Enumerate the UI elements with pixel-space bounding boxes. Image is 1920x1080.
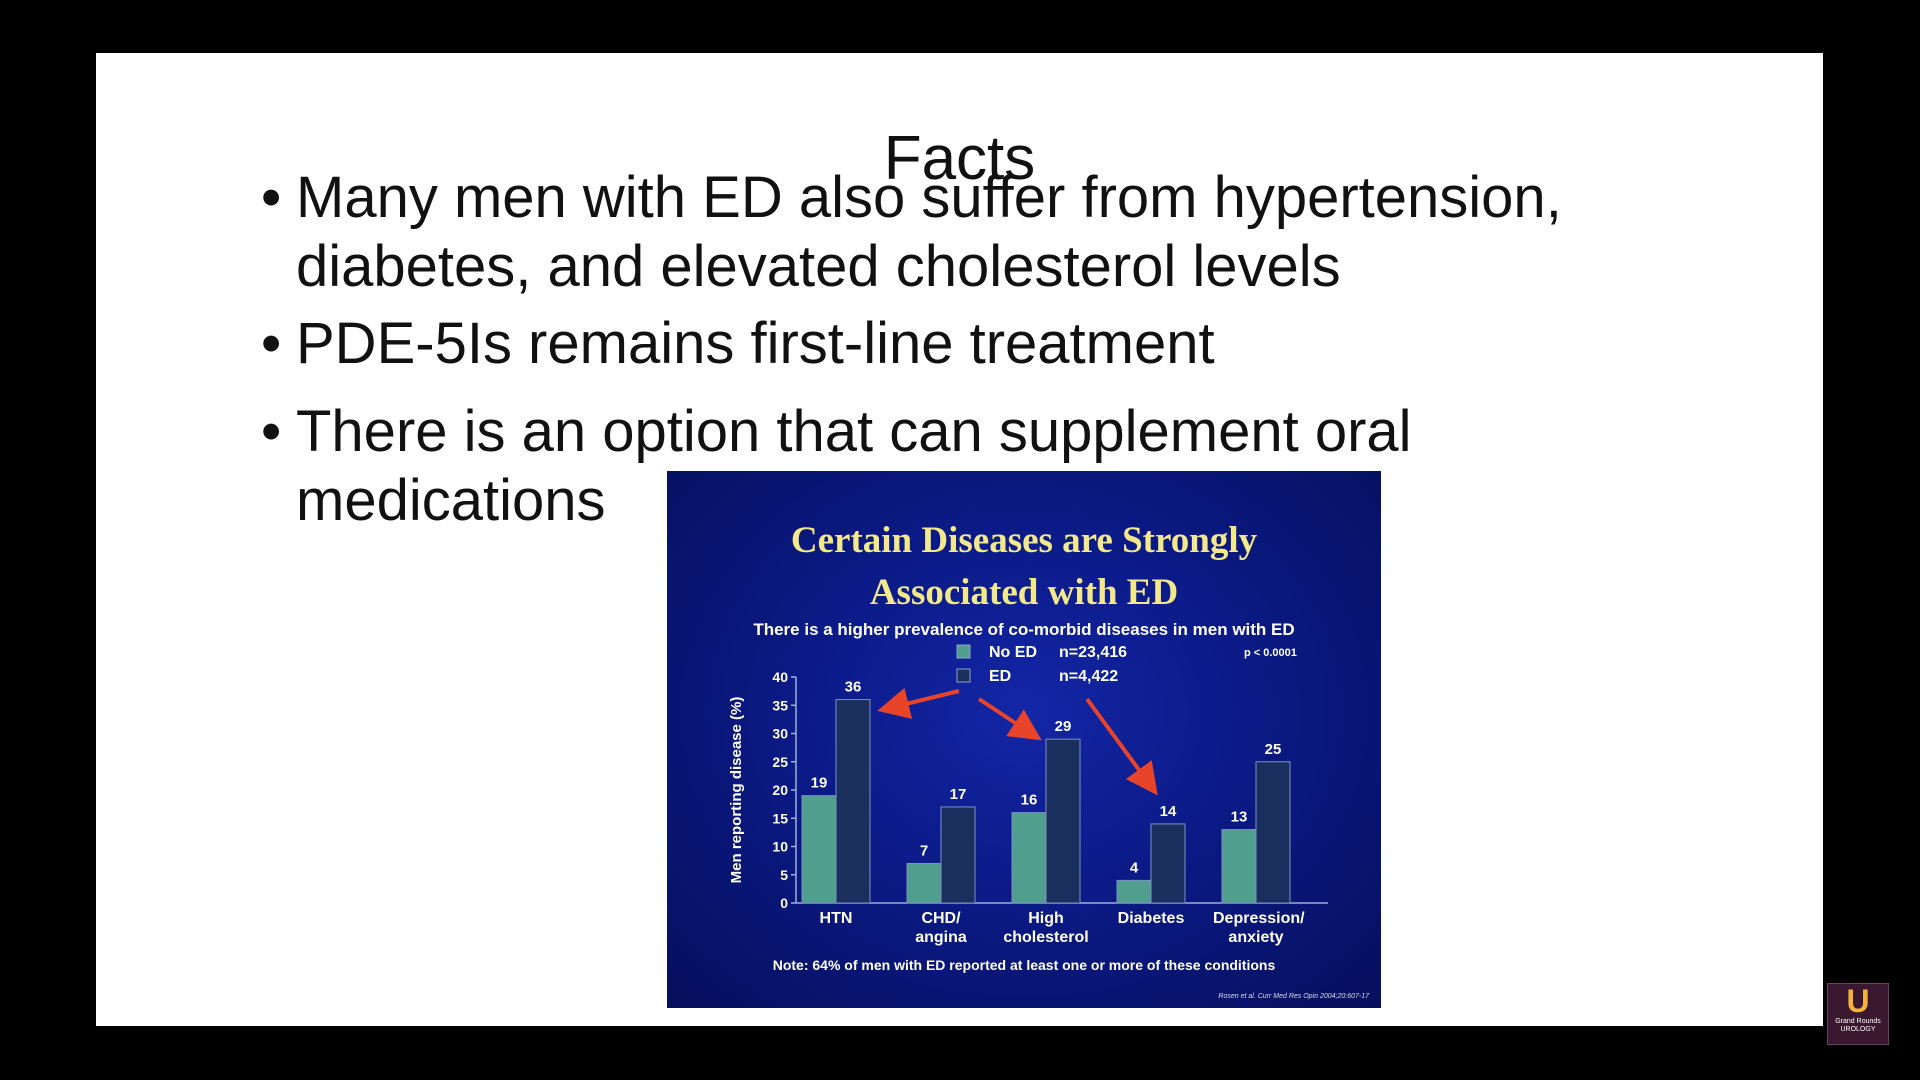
data-label: 4 (1130, 859, 1139, 876)
y-tick-label: 20 (772, 782, 788, 798)
x-tick-label: Depression/ anxiety (1213, 910, 1305, 946)
logo-text: UROLOGY (1840, 1026, 1876, 1033)
y-tick-label: 15 (772, 810, 788, 826)
legend-sample-size: n=23,416 (1059, 644, 1127, 661)
bar (906, 862, 942, 904)
legend-label: ED (989, 668, 1011, 685)
bullet-item: • PDE-5Is remains first-line treatment (261, 309, 1756, 378)
arrow (977, 697, 1042, 741)
arrow (1085, 697, 1158, 796)
bar (1011, 812, 1047, 904)
logo-mark: U (1846, 983, 1870, 1019)
bullet-dot: • (261, 399, 282, 464)
chart-source: Rosen et al. Curr Med Res Opin 2004;20:6… (1218, 993, 1369, 1000)
bar (1255, 761, 1291, 904)
y-tick-label: 10 (772, 839, 788, 855)
legend-label: No ED (989, 644, 1037, 661)
x-tick-label: CHD/ angina (915, 910, 967, 946)
bullet-item: • There is an option that can supplement … (261, 397, 1566, 535)
logo-text: Grand Rounds (1835, 1018, 1881, 1025)
bar (940, 806, 976, 904)
chart-subtitle: There is a higher prevalence of co-morbi… (753, 620, 1295, 639)
legend-swatch (956, 668, 971, 683)
slide-title: Facts (883, 124, 1036, 193)
y-axis-label: Men reporting disease (%) (728, 697, 745, 884)
chart: 0 5 10 15 20 25 30 35 40 Men reporting disease (%… (728, 644, 1328, 911)
data-label: 17 (950, 786, 967, 803)
bar (1045, 738, 1081, 904)
arrow (877, 687, 960, 719)
data-label: 13 (1231, 809, 1248, 826)
data-label: 16 (1021, 792, 1038, 809)
bullet-text: There is an option that can supplement o… (296, 399, 1412, 533)
chart-note: Note: 64% of men with ED reported at lea… (772, 957, 1276, 973)
legend-sample-size: n=4,422 (1059, 668, 1118, 685)
bar (1116, 879, 1152, 904)
data-label: 7 (920, 842, 928, 859)
bullet-dot: • (261, 165, 282, 230)
x-tick-label: High cholesterol (1003, 910, 1089, 946)
x-tick-label: HTN (819, 910, 853, 927)
bullet-text: Many men with ED also suffer from hypert… (296, 165, 1562, 299)
arrows (877, 687, 1158, 796)
bar (801, 795, 837, 904)
data-label: 14 (1160, 803, 1177, 820)
bar (835, 699, 871, 904)
p-value: p < 0.0001 (1244, 647, 1297, 659)
y-tick-label: 40 (772, 669, 788, 685)
channel-logo: U Grand Rounds UROLOGY (1827, 983, 1889, 1045)
x-tick-label: Diabetes (1117, 910, 1185, 927)
y-tick-label: 5 (780, 867, 788, 883)
bullet-text: PDE-5Is remains first-line treatment (296, 311, 1215, 376)
bar (1150, 823, 1186, 904)
y-tick-label: 25 (772, 754, 788, 770)
chart-image: 0 5 10 15 20 25 30 35 40 Men reporting disease (%… (667, 471, 1381, 1008)
bullet-dot: • (261, 311, 282, 376)
y-tick-label: 30 (772, 726, 788, 742)
y-tick-label: 35 (772, 697, 788, 713)
chart-title: Certain Diseases are Strongly Associated… (790, 520, 1258, 613)
data-label: 29 (1055, 718, 1072, 735)
data-label: 19 (811, 775, 828, 792)
legend-swatch (956, 644, 971, 659)
y-tick-label: 0 (780, 895, 788, 911)
data-label: 36 (845, 679, 862, 696)
data-label: 25 (1265, 741, 1282, 758)
bar (1221, 829, 1257, 904)
bullet-item: • Many men with ED also suffer from hyper… (261, 163, 1756, 301)
